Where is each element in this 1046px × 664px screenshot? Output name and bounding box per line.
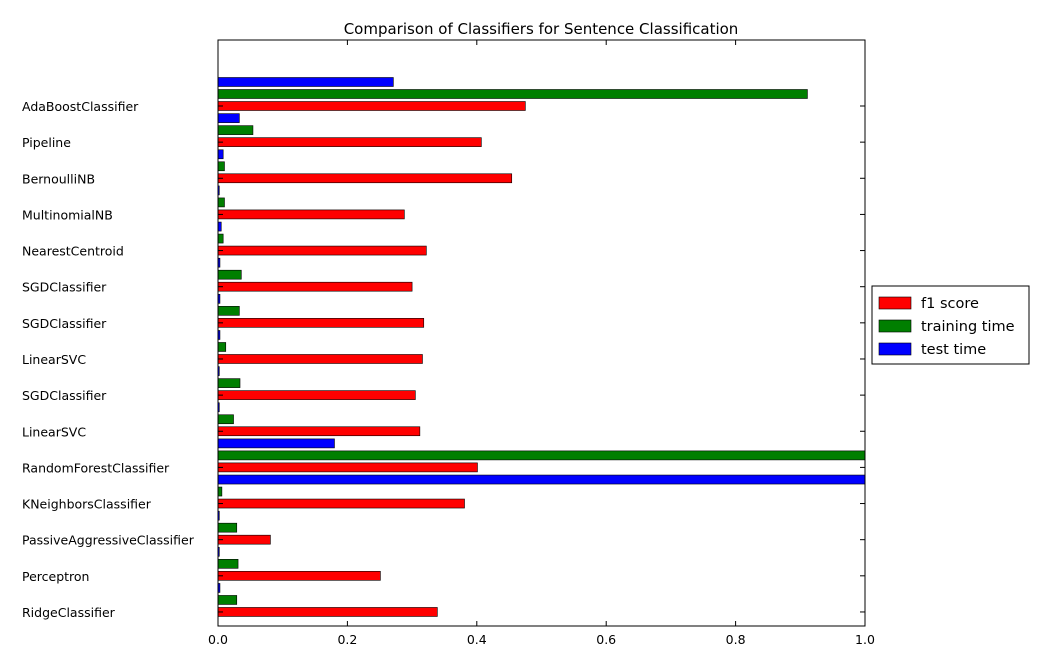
category-label-2: BernoulliNB <box>22 171 95 186</box>
category-label-6: SGDClassifier <box>22 316 107 331</box>
bar-f1-score-3 <box>217 209 405 220</box>
bar-f1-score-4 <box>217 245 427 256</box>
x-tick-label-2: 0.4 <box>467 632 487 647</box>
category-label-1: Pipeline <box>22 135 71 150</box>
bar-f1-score-13 <box>217 571 381 581</box>
category-label-10: RandomForestClassifier <box>22 460 170 475</box>
bar-f1-score-11 <box>217 498 465 509</box>
bar-training-time-11 <box>217 486 223 497</box>
bar-f1-score-5 <box>217 281 413 292</box>
bar-f1-score-7 <box>217 354 423 364</box>
category-label-9: LinearSVC <box>22 424 86 439</box>
category-label-8: SGDClassifier <box>22 388 107 403</box>
chart-title: Comparison of Classifiers for Sentence C… <box>344 20 739 38</box>
x-tick-label-1: 0.2 <box>337 632 357 647</box>
bar-training-time-0 <box>217 89 808 99</box>
category-label-14: RidgeClassifier <box>22 605 116 620</box>
legend: f1 score training time test time <box>871 285 1030 365</box>
category-label-11: KNeighborsClassifier <box>22 497 152 512</box>
bars-layer <box>217 77 866 617</box>
x-tick-label-4: 0.8 <box>726 632 746 647</box>
bar-f1-score-14 <box>217 607 438 617</box>
bar-training-time-14 <box>217 595 238 605</box>
bar-training-time-13 <box>217 559 239 569</box>
bar-training-time-8 <box>217 378 241 388</box>
category-label-4: NearestCentroid <box>22 244 124 259</box>
bar-f1-score-12 <box>217 534 271 545</box>
bar-test-time-0 <box>217 77 394 87</box>
bar-f1-score-9 <box>217 426 421 437</box>
bar-training-time-9 <box>217 414 234 425</box>
bar-training-time-1 <box>217 125 254 135</box>
bar-training-time-4 <box>217 233 224 244</box>
category-label-5: SGDClassifier <box>22 280 107 295</box>
bar-f1-score-10 <box>217 462 478 473</box>
bar-test-time-1 <box>217 113 240 123</box>
bar-test-time-11 <box>217 474 866 485</box>
category-labels: AdaBoostClassifier Pipeline BernoulliNB Mul… <box>22 99 195 620</box>
legend-swatch-test-time <box>878 342 912 356</box>
bar-training-time-12 <box>217 522 238 533</box>
category-label-0: AdaBoostClassifier <box>22 99 139 114</box>
bar-test-time-10 <box>217 438 335 449</box>
category-label-12: PassiveAggressiveClassifier <box>22 533 195 548</box>
bar-training-time-6 <box>217 306 240 316</box>
bar-f1-score-2 <box>217 173 513 184</box>
bar-training-time-3 <box>217 197 225 208</box>
plot-frame <box>217 39 866 627</box>
x-tick-label-3: 0.6 <box>596 632 616 647</box>
category-label-3: MultinomialNB <box>22 207 113 222</box>
bar-f1-score-8 <box>217 390 416 400</box>
bar-f1-score-0 <box>217 101 526 111</box>
bar-training-time-7 <box>217 342 227 352</box>
bar-training-time-2 <box>217 161 225 172</box>
x-tick-label-5: 1.0 <box>855 632 875 647</box>
bar-test-time-2 <box>217 149 224 160</box>
x-tick-label-0: 0.0 <box>208 632 228 647</box>
bar-f1-score-6 <box>217 318 425 328</box>
legend-swatch-training-time <box>878 319 912 333</box>
legend-label-test-time: test time <box>921 342 986 358</box>
bar-training-time-5 <box>217 269 242 280</box>
bar-f1-score-1 <box>217 137 482 147</box>
ticks-layer: 0.0 0.2 0.4 0.6 0.8 1.0 <box>208 40 875 647</box>
bar-training-time-10 <box>217 450 866 461</box>
category-label-7: LinearSVC <box>22 352 86 367</box>
legend-label-f1-score: f1 score <box>921 296 979 312</box>
category-label-13: Perceptron <box>22 569 89 584</box>
legend-swatch-f1-score <box>878 296 912 310</box>
legend-label-training-time: training time <box>921 319 1015 335</box>
